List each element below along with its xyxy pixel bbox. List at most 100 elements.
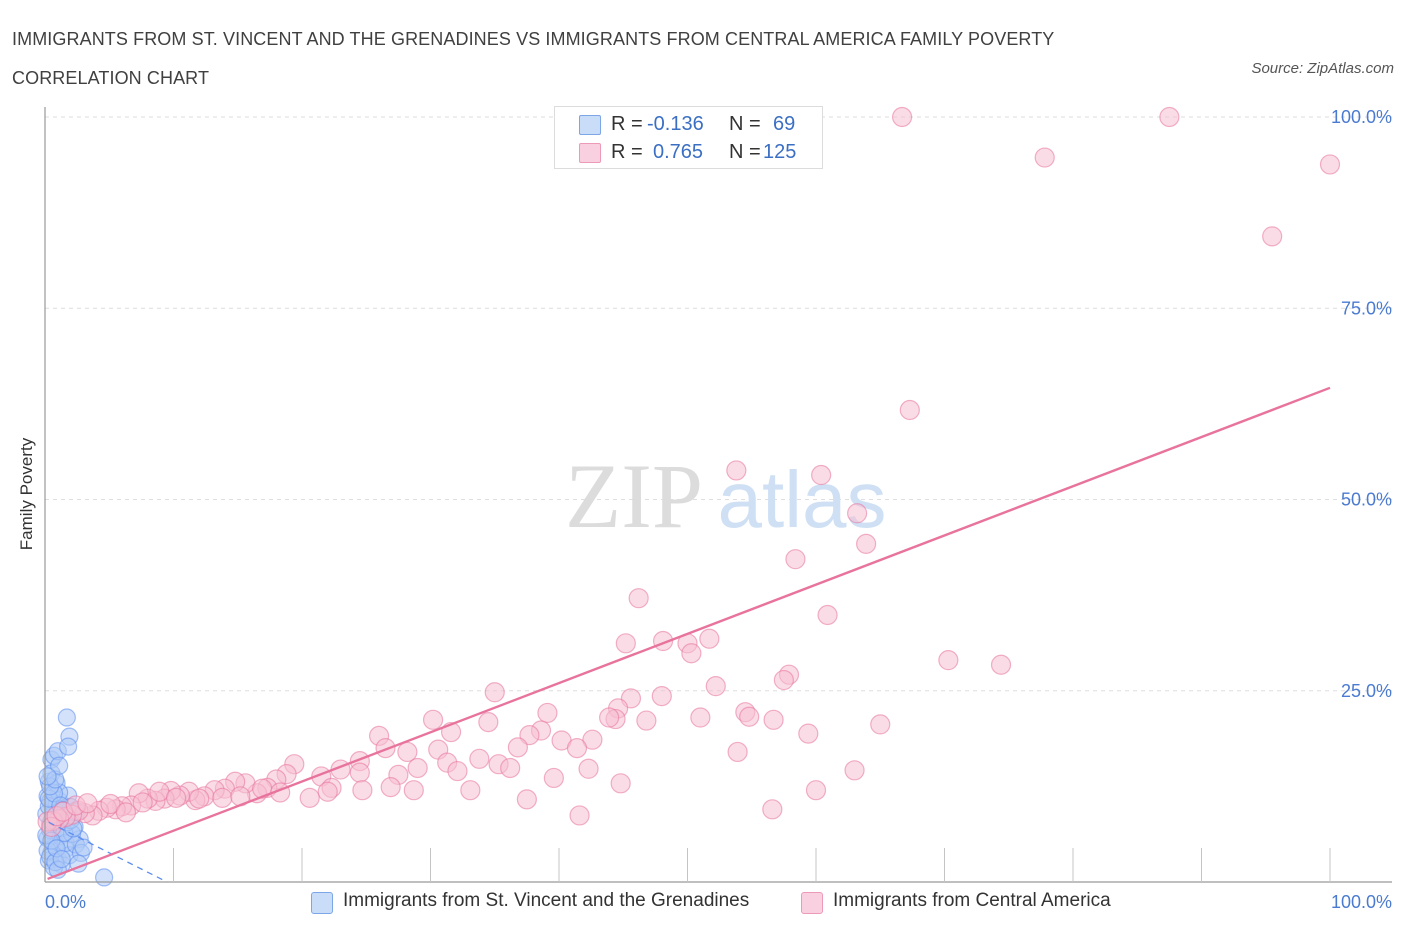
data-point <box>115 802 137 823</box>
data-point <box>844 760 865 781</box>
data-point <box>132 792 153 813</box>
data-point <box>447 760 468 782</box>
data-point <box>1159 106 1180 128</box>
data-point <box>599 707 620 728</box>
data-point <box>1034 147 1055 168</box>
swatch-st-vincent <box>579 115 601 135</box>
data-point <box>407 757 428 779</box>
data-point <box>847 503 868 524</box>
n-value: 125 <box>763 141 797 163</box>
data-point <box>52 849 71 869</box>
y-tick-label: 75.0% <box>1341 298 1392 318</box>
data-point <box>705 676 726 697</box>
data-point <box>349 762 370 783</box>
data-point <box>507 737 528 758</box>
data-point <box>212 787 233 808</box>
data-point <box>352 780 373 801</box>
tick-labels: 25.0% 50.0% 75.0% 100.0% 0.0% 100.0% <box>45 107 1392 912</box>
data-point <box>811 464 832 486</box>
data-point <box>785 549 806 570</box>
legend-swatch-central-america <box>801 892 823 914</box>
data-point <box>59 737 78 756</box>
data-point <box>699 628 720 649</box>
data-point <box>537 702 558 724</box>
data-point <box>1262 226 1283 247</box>
watermark: ZIP atlas <box>565 445 886 547</box>
r-value: 0.765 <box>653 141 704 163</box>
data-point <box>500 757 521 779</box>
data-point <box>100 793 121 815</box>
data-point <box>899 399 920 421</box>
swatch-central-america <box>579 143 601 163</box>
chart-source: Source: ZipAtlas.com <box>1251 60 1394 77</box>
data-point <box>380 777 401 798</box>
data-point <box>299 787 320 808</box>
data-point <box>566 738 588 759</box>
data-point <box>891 106 913 128</box>
data-point <box>460 780 481 801</box>
data-point <box>578 758 599 779</box>
trend-lines <box>47 386 1331 883</box>
r-label: R = <box>611 113 643 135</box>
chart-title: IMMIGRANTS FROM ST. VINCENT AND THE GREN… <box>12 29 1055 88</box>
data-point <box>569 805 590 826</box>
watermark-zip: ZIP <box>565 445 703 547</box>
r-value: -0.136 <box>647 113 704 135</box>
data-point <box>519 725 540 746</box>
data-point <box>739 706 760 727</box>
data-point <box>375 738 396 759</box>
data-point <box>615 633 636 654</box>
data-point <box>95 868 114 887</box>
data-point <box>516 789 537 810</box>
data-point <box>773 669 794 691</box>
data-point <box>763 709 784 730</box>
y-tick-label: 50.0% <box>1341 490 1392 510</box>
stats-legend: R = -0.136 N = 69 R = 0.765 N = 125 <box>554 106 823 169</box>
data-point <box>77 793 98 814</box>
data-point <box>189 788 210 809</box>
trend-line-central-america <box>47 386 1331 881</box>
data-point <box>57 708 76 727</box>
data-point <box>543 767 564 789</box>
grid-lines <box>45 116 1392 692</box>
legend-swatch-st-vincent <box>311 892 333 914</box>
data-point <box>469 748 490 769</box>
data-point <box>165 787 187 808</box>
legend-label-st-vincent: Immigrants from St. Vincent and the Gren… <box>343 890 750 911</box>
y-tick-label: 100.0% <box>1331 107 1392 127</box>
n-value: 69 <box>773 113 796 135</box>
data-point <box>938 650 959 671</box>
data-point <box>317 781 338 802</box>
data-point <box>636 710 657 731</box>
n-label: N = <box>729 113 761 135</box>
data-point <box>870 714 891 735</box>
data-point <box>990 654 1012 675</box>
data-point <box>38 767 57 786</box>
data-point <box>856 533 877 554</box>
data-point <box>817 604 838 626</box>
x-tick-label: 0.0% <box>45 892 86 912</box>
y-tick-label: 25.0% <box>1341 681 1392 701</box>
data-point <box>582 729 603 750</box>
n-label: N = <box>729 141 761 163</box>
data-point <box>50 756 69 775</box>
data-point <box>762 799 783 820</box>
data-point <box>628 588 649 609</box>
r-label: R = <box>611 141 643 163</box>
trend-line-st-vincent <box>48 821 168 883</box>
data-point <box>1319 154 1341 175</box>
data-point <box>397 741 418 763</box>
data-point <box>403 780 424 801</box>
data-point <box>798 723 819 744</box>
data-point <box>651 686 672 707</box>
data-point <box>74 838 93 857</box>
series-central-america-points <box>37 106 1341 838</box>
data-point <box>478 712 499 733</box>
legend-label-central-america: Immigrants from Central America <box>833 890 1111 911</box>
data-point <box>610 773 631 794</box>
data-point <box>690 707 711 728</box>
data-point <box>422 709 444 730</box>
data-point <box>805 780 827 801</box>
data-point <box>727 741 748 763</box>
data-point <box>681 643 702 664</box>
